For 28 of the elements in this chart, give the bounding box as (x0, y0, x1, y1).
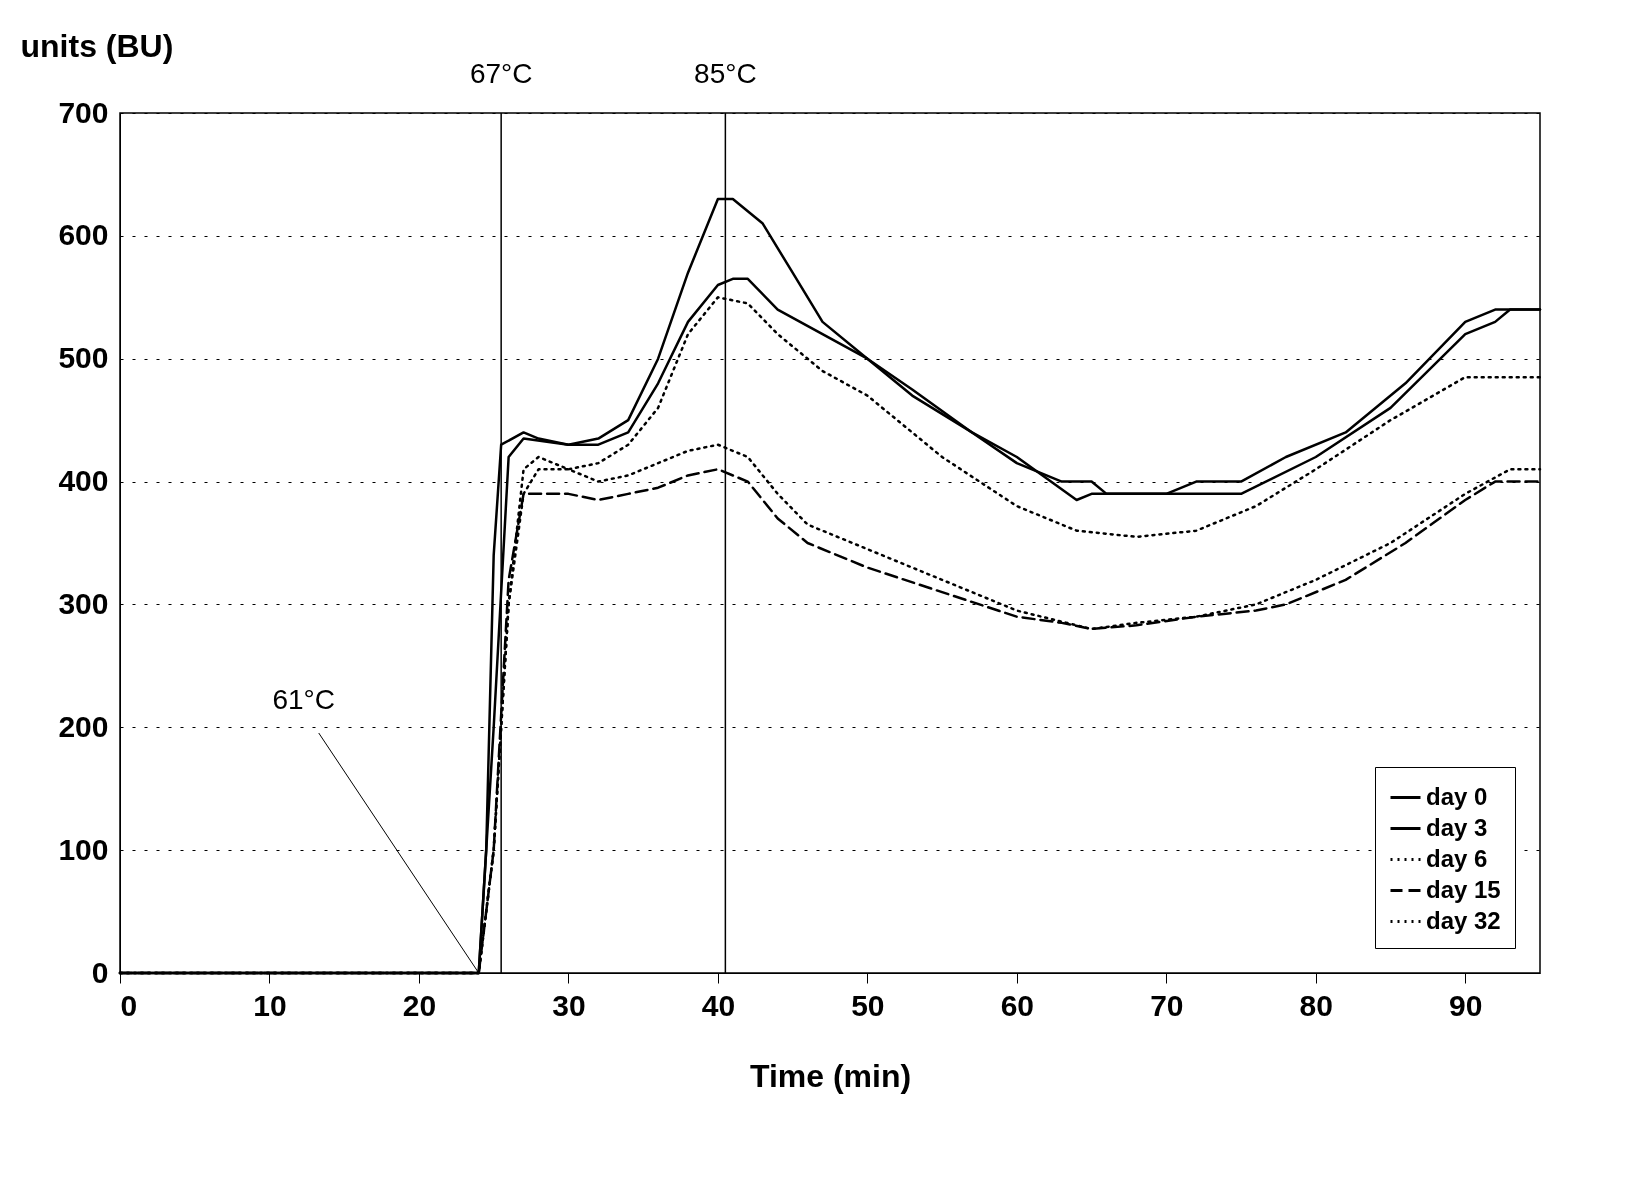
x-axis-title: Time (min) (749, 1057, 912, 1094)
x-tick-label: 0 (120, 988, 138, 1022)
x-tick-label: 50 (851, 988, 885, 1022)
ref-line-label: 67°C (469, 58, 533, 89)
y-tick-label: 0 (91, 955, 109, 989)
x-tick-label: 70 (1150, 988, 1184, 1022)
x-tick-label: 10 (253, 988, 287, 1022)
legend-label: day 32 (1426, 906, 1501, 934)
y-tick-label: 600 (58, 218, 109, 252)
legend-label: day 6 (1426, 844, 1488, 872)
y-tick-label: 400 (58, 464, 109, 498)
x-tick-label: 90 (1449, 988, 1483, 1022)
y-tick-label: 700 (58, 95, 109, 129)
annotation: 61°C (272, 684, 336, 715)
legend-label: day 3 (1426, 813, 1488, 841)
y-axis-title: units (BU) (20, 27, 174, 64)
y-tick-label: 200 (58, 709, 109, 743)
y-tick-label: 300 (58, 586, 109, 620)
legend-label: day 0 (1426, 782, 1488, 810)
x-tick-label: 60 (1000, 988, 1035, 1022)
legend-label: day 15 (1426, 875, 1501, 903)
y-tick-label: 500 (58, 341, 109, 375)
x-tick-label: 30 (552, 988, 586, 1022)
x-tick-label: 80 (1299, 988, 1333, 1022)
ref-line-label: 85°C (694, 58, 757, 89)
x-tick-label: 40 (701, 988, 736, 1022)
y-tick-label: 100 (58, 832, 109, 866)
x-tick-label: 20 (402, 988, 437, 1022)
